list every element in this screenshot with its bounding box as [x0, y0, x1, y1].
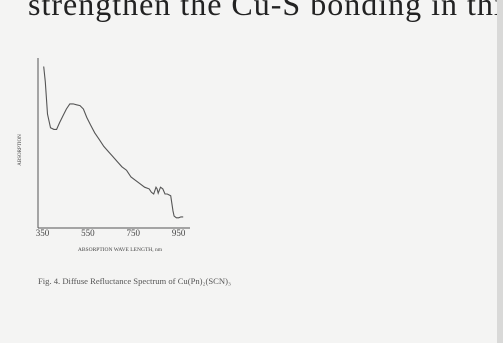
x-axis-label: ABSORPTION WAVE LENGTH, nm — [78, 247, 163, 253]
chart-axes — [37, 58, 190, 229]
header-text-fragment: strengthen the Cu-S bonding in this — [28, 0, 503, 22]
x-tick-label: 750 — [127, 228, 141, 238]
x-tick-label: 350 — [36, 228, 50, 238]
figure-caption: Fig. 4. Diffuse Refluctance Spectrum of … — [38, 276, 231, 286]
x-tick-labels: 350 550 750 950 — [36, 228, 186, 238]
absorption-curve — [43, 66, 184, 219]
y-axis-label: ABSORPTION — [18, 134, 23, 166]
x-tick-label: 550 — [81, 228, 95, 238]
page-edge-shadow — [497, 0, 503, 343]
x-tick-label: 950 — [172, 228, 186, 238]
